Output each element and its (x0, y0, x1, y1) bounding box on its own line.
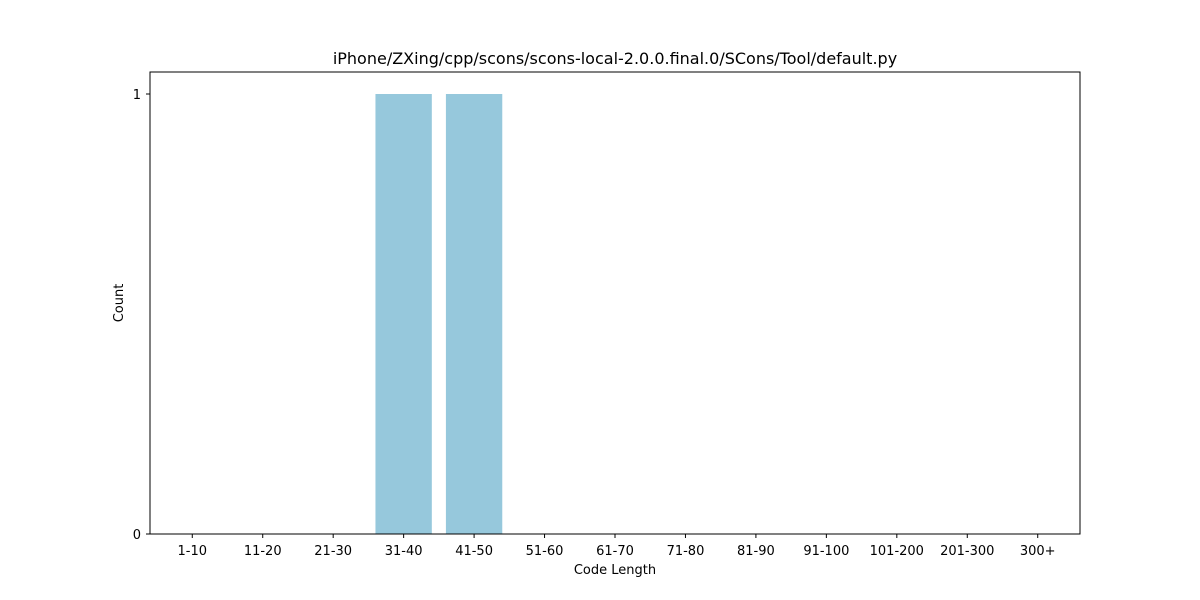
x-tick-label: 91-100 (803, 544, 849, 559)
x-tick-label: 300+ (1020, 544, 1056, 559)
plot-area-frame (149, 71, 1081, 535)
x-tick-label: 1-10 (178, 544, 208, 559)
x-tick-label: 81-90 (737, 544, 775, 559)
y-tick-label: 0 (133, 528, 141, 543)
y-axis: 01 (133, 88, 150, 543)
y-axis-label: Count (112, 284, 127, 323)
x-tick-label: 101-200 (870, 544, 924, 559)
chart-title: iPhone/ZXing/cpp/scons/scons-local-2.0.0… (333, 49, 897, 68)
x-tick-label: 51-60 (526, 544, 564, 559)
x-axis-label: Code Length (574, 563, 656, 578)
bars-group (375, 94, 503, 534)
x-tick-label: 41-50 (455, 544, 493, 559)
x-axis: 1-10 11-20 21-30 31-40 41-50 51-60 61-70 71-80 8… (178, 534, 1056, 559)
x-tick-label: 21-30 (314, 544, 352, 559)
bar-41-50 (445, 94, 503, 534)
x-tick-label: 71-80 (667, 544, 705, 559)
bar-31-40 (375, 94, 432, 534)
y-tick-label: 1 (133, 88, 141, 103)
x-tick-label: 11-20 (244, 544, 282, 559)
x-tick-label: 31-40 (385, 544, 423, 559)
x-tick-label: 61-70 (596, 544, 634, 559)
x-tick-label: 201-300 (940, 544, 994, 559)
